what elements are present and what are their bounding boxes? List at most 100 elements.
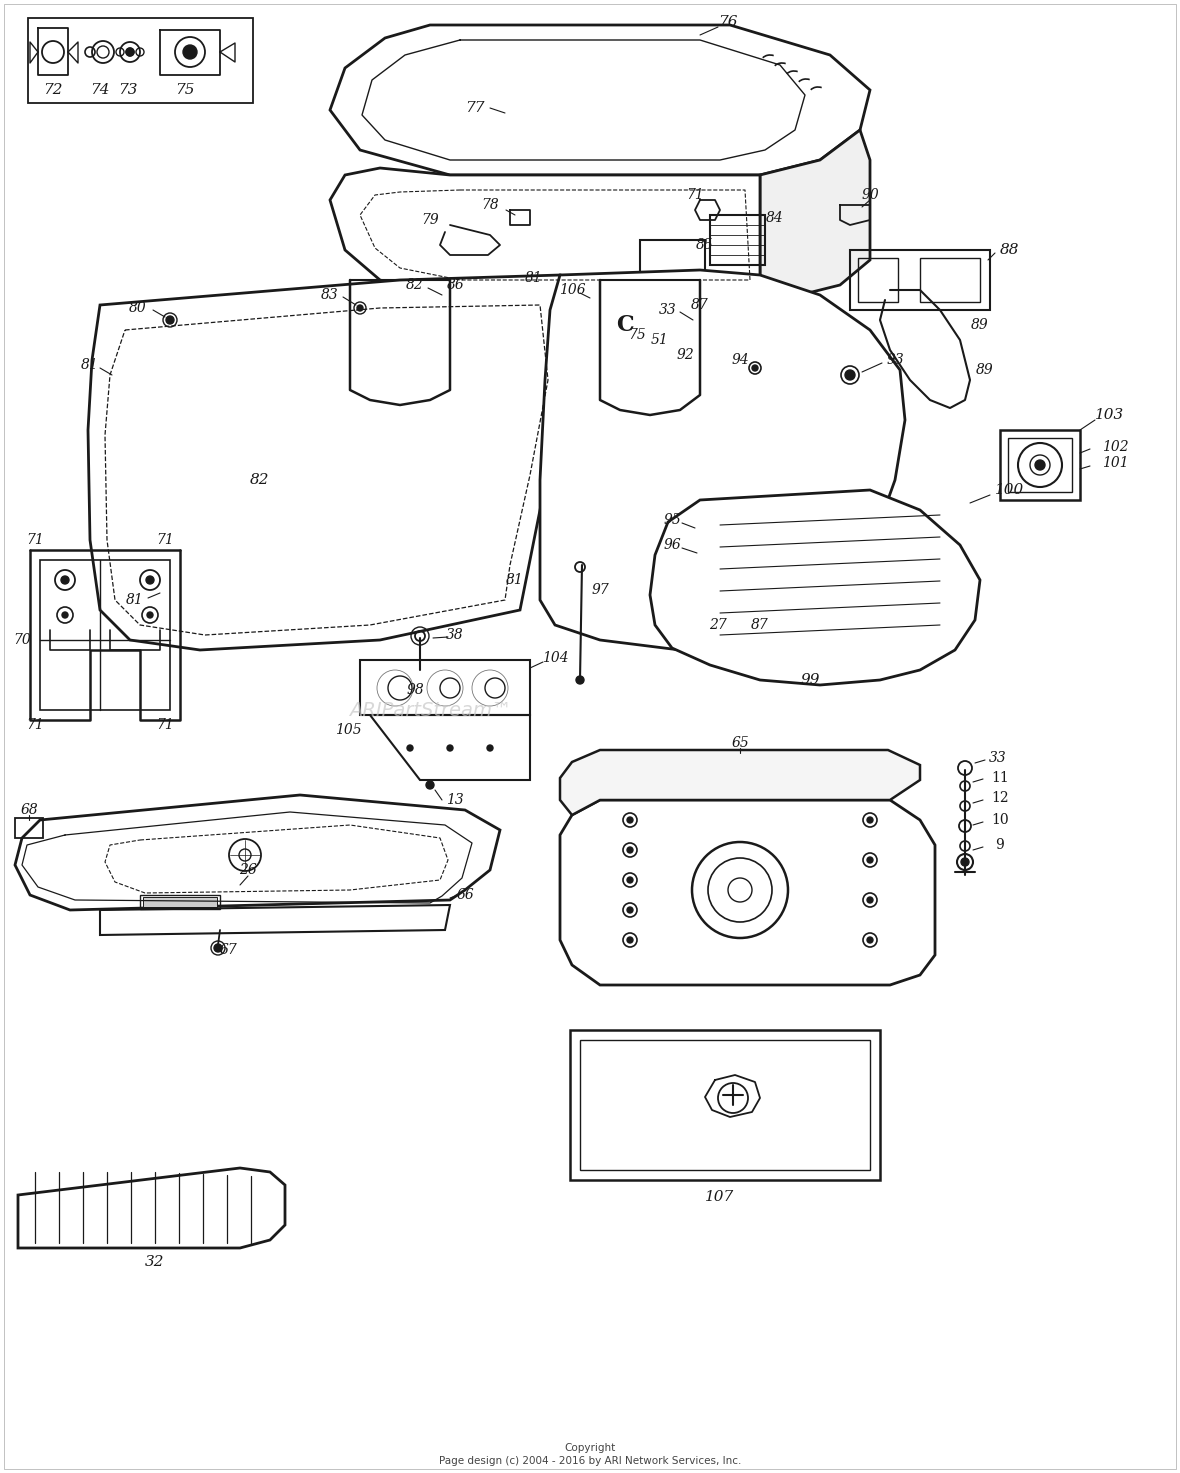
Circle shape — [867, 818, 873, 823]
Text: 76: 76 — [719, 15, 738, 29]
Text: 87: 87 — [752, 619, 769, 632]
Text: 71: 71 — [686, 189, 704, 202]
Polygon shape — [560, 750, 920, 815]
Text: 74: 74 — [90, 82, 110, 97]
Text: 26: 26 — [240, 863, 257, 876]
Bar — [999, 430, 1080, 499]
Polygon shape — [88, 275, 570, 650]
Text: 77: 77 — [465, 102, 485, 115]
Text: 51: 51 — [651, 333, 669, 348]
Text: Copyright: Copyright — [564, 1444, 616, 1452]
Text: 92: 92 — [676, 348, 694, 362]
Bar — [585, 290, 666, 359]
Text: 71: 71 — [156, 533, 173, 546]
Bar — [28, 18, 253, 103]
Circle shape — [146, 576, 155, 583]
Text: 88: 88 — [1001, 243, 1020, 256]
Text: 86: 86 — [447, 278, 465, 292]
Polygon shape — [18, 1168, 286, 1248]
Circle shape — [407, 745, 413, 751]
Text: 11: 11 — [991, 770, 1009, 785]
Text: 71: 71 — [26, 533, 44, 546]
Text: 100: 100 — [996, 483, 1024, 496]
Text: 89: 89 — [971, 318, 989, 331]
Circle shape — [487, 745, 493, 751]
Text: 84: 84 — [766, 211, 784, 225]
Circle shape — [845, 370, 856, 380]
Text: 107: 107 — [706, 1190, 735, 1203]
Text: 38: 38 — [446, 627, 464, 642]
Circle shape — [1035, 460, 1045, 470]
Text: 9: 9 — [996, 838, 1004, 851]
Text: 68: 68 — [20, 803, 38, 818]
Text: ARIPartStream™: ARIPartStream™ — [349, 701, 511, 719]
Text: 83: 83 — [321, 289, 339, 302]
Circle shape — [752, 365, 758, 371]
Circle shape — [183, 46, 197, 59]
Text: 81: 81 — [506, 573, 524, 588]
Circle shape — [358, 305, 363, 311]
Text: 96: 96 — [663, 538, 681, 552]
Text: 94: 94 — [732, 354, 749, 367]
Text: 106: 106 — [558, 283, 585, 298]
Text: 71: 71 — [26, 717, 44, 732]
Text: 27: 27 — [709, 619, 727, 632]
Circle shape — [63, 611, 68, 619]
Text: 32: 32 — [145, 1255, 165, 1270]
Text: 65: 65 — [732, 736, 749, 750]
Text: 103: 103 — [1095, 408, 1125, 421]
Text: 85: 85 — [696, 239, 714, 252]
Text: 102: 102 — [1102, 440, 1128, 454]
Bar — [920, 258, 981, 302]
Bar — [858, 258, 898, 302]
Text: 99: 99 — [800, 673, 820, 686]
Bar — [640, 240, 704, 295]
Text: 67: 67 — [219, 943, 237, 957]
Text: 81: 81 — [126, 594, 144, 607]
Bar — [570, 1030, 880, 1180]
Polygon shape — [330, 25, 870, 175]
Text: 90: 90 — [861, 189, 879, 202]
Text: 79: 79 — [421, 214, 439, 227]
Text: 70: 70 — [13, 633, 31, 647]
Text: 93: 93 — [886, 354, 904, 367]
Polygon shape — [560, 800, 935, 985]
Circle shape — [627, 937, 632, 943]
Polygon shape — [650, 491, 981, 685]
Text: 97: 97 — [591, 583, 609, 597]
Polygon shape — [540, 270, 905, 650]
Text: 98: 98 — [406, 683, 424, 697]
Circle shape — [214, 944, 222, 952]
Text: 12: 12 — [991, 791, 1009, 806]
Text: 71: 71 — [156, 717, 173, 732]
Text: 105: 105 — [335, 723, 361, 736]
Text: 33: 33 — [989, 751, 1007, 764]
Text: 101: 101 — [1102, 457, 1128, 470]
Text: Page design (c) 2004 - 2016 by ARI Network Services, Inc.: Page design (c) 2004 - 2016 by ARI Netwo… — [439, 1455, 741, 1466]
Circle shape — [166, 317, 173, 324]
Circle shape — [576, 676, 584, 683]
Text: 81: 81 — [525, 271, 543, 284]
Circle shape — [627, 907, 632, 913]
Circle shape — [867, 857, 873, 863]
Circle shape — [126, 49, 135, 56]
Text: 78: 78 — [481, 197, 499, 212]
Text: 33: 33 — [660, 303, 677, 317]
Circle shape — [961, 857, 969, 866]
Bar — [140, 896, 219, 909]
Circle shape — [627, 818, 632, 823]
Text: 81: 81 — [81, 358, 99, 373]
Text: 72: 72 — [44, 82, 63, 97]
Text: 13: 13 — [446, 792, 464, 807]
Text: 73: 73 — [118, 82, 138, 97]
Circle shape — [148, 611, 153, 619]
Bar — [581, 284, 670, 365]
Text: 89: 89 — [976, 362, 994, 377]
Polygon shape — [15, 795, 500, 910]
Circle shape — [627, 847, 632, 853]
Text: 104: 104 — [542, 651, 569, 664]
Bar — [15, 818, 42, 838]
Bar — [143, 897, 217, 907]
Text: 87: 87 — [691, 298, 709, 312]
Circle shape — [627, 876, 632, 882]
